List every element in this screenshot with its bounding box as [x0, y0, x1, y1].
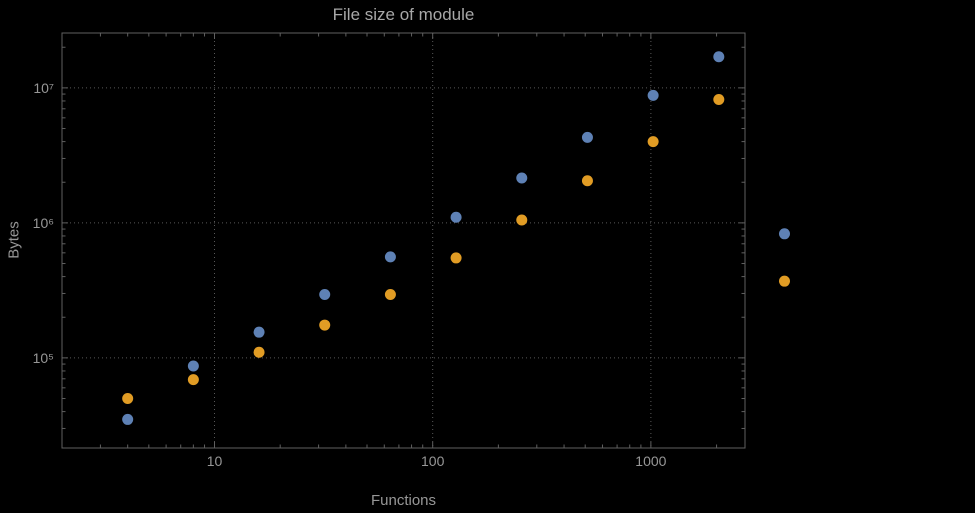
y-axis-label: Bytes: [5, 221, 23, 259]
data-point-series-orange: [319, 319, 331, 331]
data-point-series-orange: [647, 136, 659, 148]
plot-frame: [61, 32, 746, 449]
chart-title: File size of module: [332, 5, 475, 24]
data-point-series-blue: [581, 131, 593, 143]
data-point-series-orange: [384, 288, 396, 300]
data-point-series-orange: [516, 214, 528, 226]
data-point-series-orange: [187, 374, 199, 386]
data-point-series-blue: [647, 89, 659, 101]
data-point-series-blue: [253, 326, 265, 338]
y-tick-label: 10⁶: [33, 215, 54, 231]
data-point-series-blue: [713, 51, 725, 63]
x-axis-label: Functions: [370, 492, 437, 509]
data-point-series-orange: [253, 346, 265, 358]
data-point-series-blue: [319, 288, 331, 300]
data-point-series-blue: [778, 228, 790, 240]
data-point-series-blue: [187, 360, 199, 372]
x-tick-label: 1000: [635, 453, 666, 469]
y-tick-label: 10⁵: [33, 350, 54, 366]
x-tick-label: 10: [207, 453, 223, 469]
data-point-series-blue: [122, 413, 134, 425]
x-tick-label: 100: [421, 453, 445, 469]
data-point-series-orange: [581, 175, 593, 187]
data-point-series-blue: [384, 251, 396, 263]
data-point-series-orange: [778, 275, 790, 287]
data-point-series-blue: [516, 172, 528, 184]
data-point-series-orange: [450, 252, 462, 264]
y-tick-label: 10⁷: [33, 80, 54, 96]
data-point-series-blue: [450, 211, 462, 223]
data-point-series-orange: [122, 393, 134, 405]
data-point-series-orange: [713, 94, 725, 106]
